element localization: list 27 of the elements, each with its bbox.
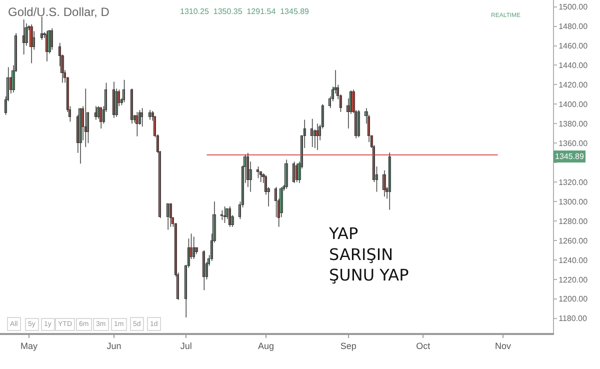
y-tick-label: 1380.00 <box>558 119 588 128</box>
y-tick-label: 1180.00 <box>558 314 588 324</box>
y-tick-label: 1220.00 <box>558 275 588 284</box>
x-tick-label: Jul <box>180 340 192 351</box>
x-tick-label: Nov <box>494 340 512 351</box>
x-tick-label: Aug <box>258 340 274 351</box>
x-tick-label: May <box>20 340 38 351</box>
text: 1310.25 1350.35 1291.54 1345.89 <box>180 7 310 16</box>
y-tick-label: 1320.00 <box>558 178 588 187</box>
y-tick-label: 1460.00 <box>558 42 588 51</box>
y-tick-label: 1420.00 <box>558 80 588 90</box>
y-tick-label: 1440.00 <box>558 61 588 70</box>
y-tick-label: 1200.00 <box>558 294 588 304</box>
y-tick-label: 1300.00 <box>558 197 588 206</box>
chart-title: Gold/U.S. Dollar, D <box>8 5 110 19</box>
annotation: YAP SARIŞIN ŞUNU YAP <box>328 224 410 285</box>
y-tick-label: 1360.00 <box>558 138 588 148</box>
y-tick-label: 1400.00 <box>558 100 588 109</box>
x-tick-label: Jun <box>106 340 122 351</box>
x-tick-label: Oct <box>416 340 431 351</box>
y-tick-label: 1260.00 <box>558 236 588 246</box>
y-tick-label: 1240.00 <box>558 256 588 265</box>
x-tick-label: Sep <box>340 340 356 351</box>
y-tick-label: 1480.00 <box>558 22 588 32</box>
y-tick-label: 1280.00 <box>558 216 588 226</box>
y-tick-label: 1500.00 <box>558 2 588 12</box>
annotation: 1345.89 <box>555 152 584 161</box>
